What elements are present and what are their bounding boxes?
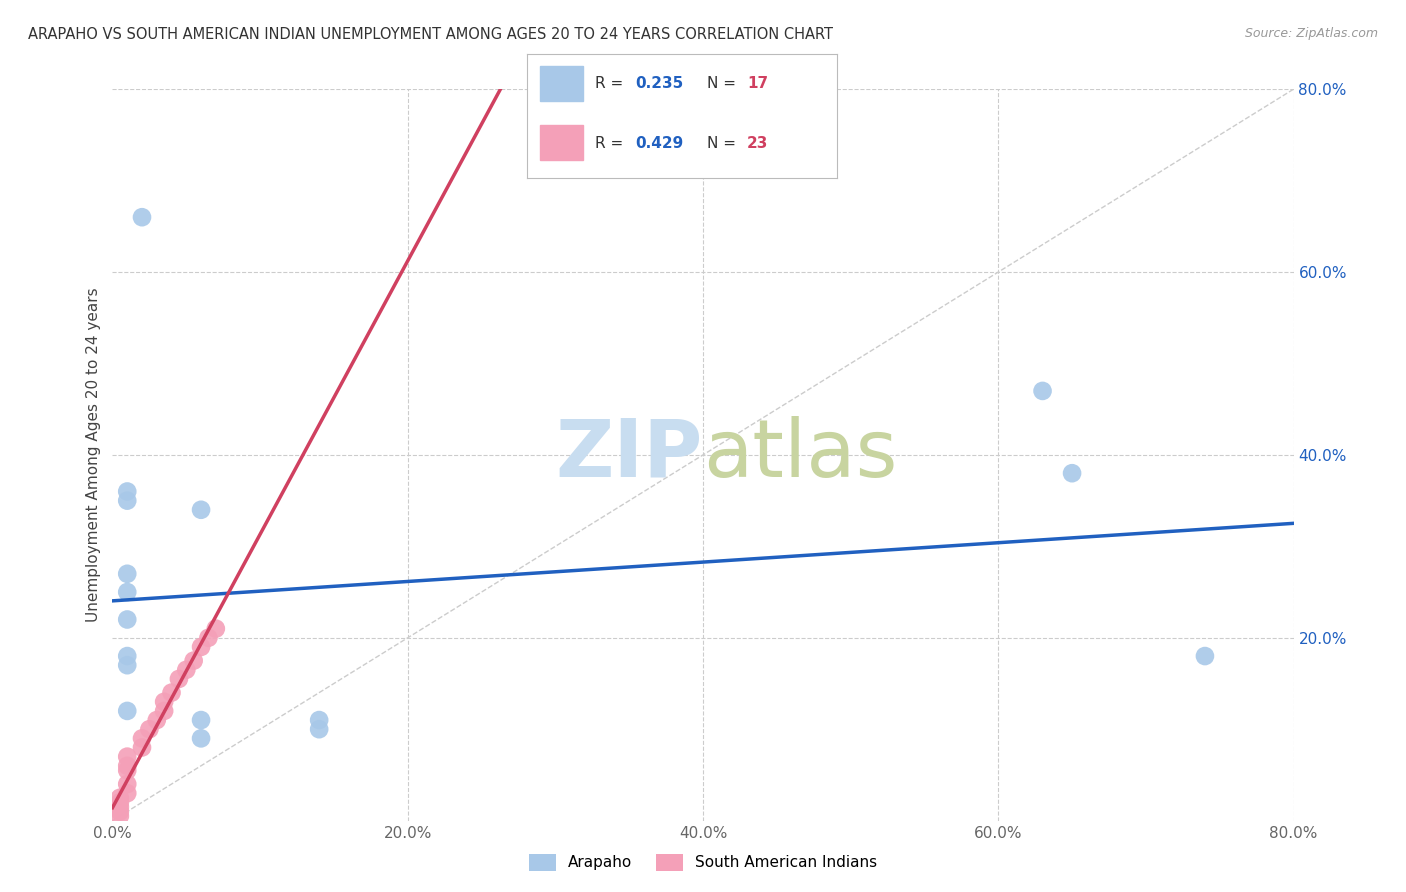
Point	[117, 649, 138, 664]
Point	[146, 713, 169, 727]
Point	[108, 809, 131, 823]
Point	[117, 585, 138, 599]
Point	[117, 749, 138, 764]
Point	[108, 790, 131, 805]
Point	[117, 758, 138, 772]
Point	[1194, 649, 1216, 664]
Point	[131, 740, 153, 755]
Point	[117, 493, 138, 508]
Point	[153, 704, 176, 718]
Point	[190, 731, 212, 746]
Point	[117, 764, 138, 778]
Point	[205, 622, 228, 636]
Point	[108, 796, 131, 810]
Text: N =: N =	[707, 136, 741, 151]
Point	[117, 566, 138, 581]
Point	[131, 731, 153, 746]
Bar	[540, 66, 583, 101]
Text: R =: R =	[595, 76, 628, 91]
Point	[131, 211, 153, 225]
Text: Source: ZipAtlas.com: Source: ZipAtlas.com	[1244, 27, 1378, 40]
Text: 23: 23	[747, 136, 768, 151]
Point	[153, 695, 176, 709]
Text: 0.429: 0.429	[636, 136, 683, 151]
Text: ZIP: ZIP	[555, 416, 703, 494]
Point	[108, 800, 131, 814]
Point	[308, 723, 330, 737]
Point	[117, 658, 138, 673]
Text: 0.235: 0.235	[636, 76, 683, 91]
Text: N =: N =	[707, 76, 741, 91]
Point	[190, 713, 212, 727]
Text: 17: 17	[747, 76, 768, 91]
Point	[117, 777, 138, 791]
Point	[167, 672, 190, 686]
Point	[197, 631, 219, 645]
Point	[117, 613, 138, 627]
Text: R =: R =	[595, 136, 628, 151]
Point	[1032, 384, 1054, 398]
Point	[160, 685, 183, 699]
Point	[190, 640, 212, 654]
Text: ARAPAHO VS SOUTH AMERICAN INDIAN UNEMPLOYMENT AMONG AGES 20 TO 24 YEARS CORRELAT: ARAPAHO VS SOUTH AMERICAN INDIAN UNEMPLO…	[28, 27, 834, 42]
Point	[108, 805, 131, 819]
Text: atlas: atlas	[703, 416, 897, 494]
Bar	[540, 125, 583, 160]
Point	[138, 723, 160, 737]
Point	[117, 786, 138, 800]
Y-axis label: Unemployment Among Ages 20 to 24 years: Unemployment Among Ages 20 to 24 years	[86, 287, 101, 623]
Point	[308, 713, 330, 727]
Point	[190, 502, 212, 516]
Point	[1062, 466, 1084, 480]
Point	[183, 654, 205, 668]
Point	[117, 704, 138, 718]
Point	[117, 484, 138, 499]
Legend: Arapaho, South American Indians: Arapaho, South American Indians	[522, 846, 884, 879]
Point	[174, 663, 197, 677]
